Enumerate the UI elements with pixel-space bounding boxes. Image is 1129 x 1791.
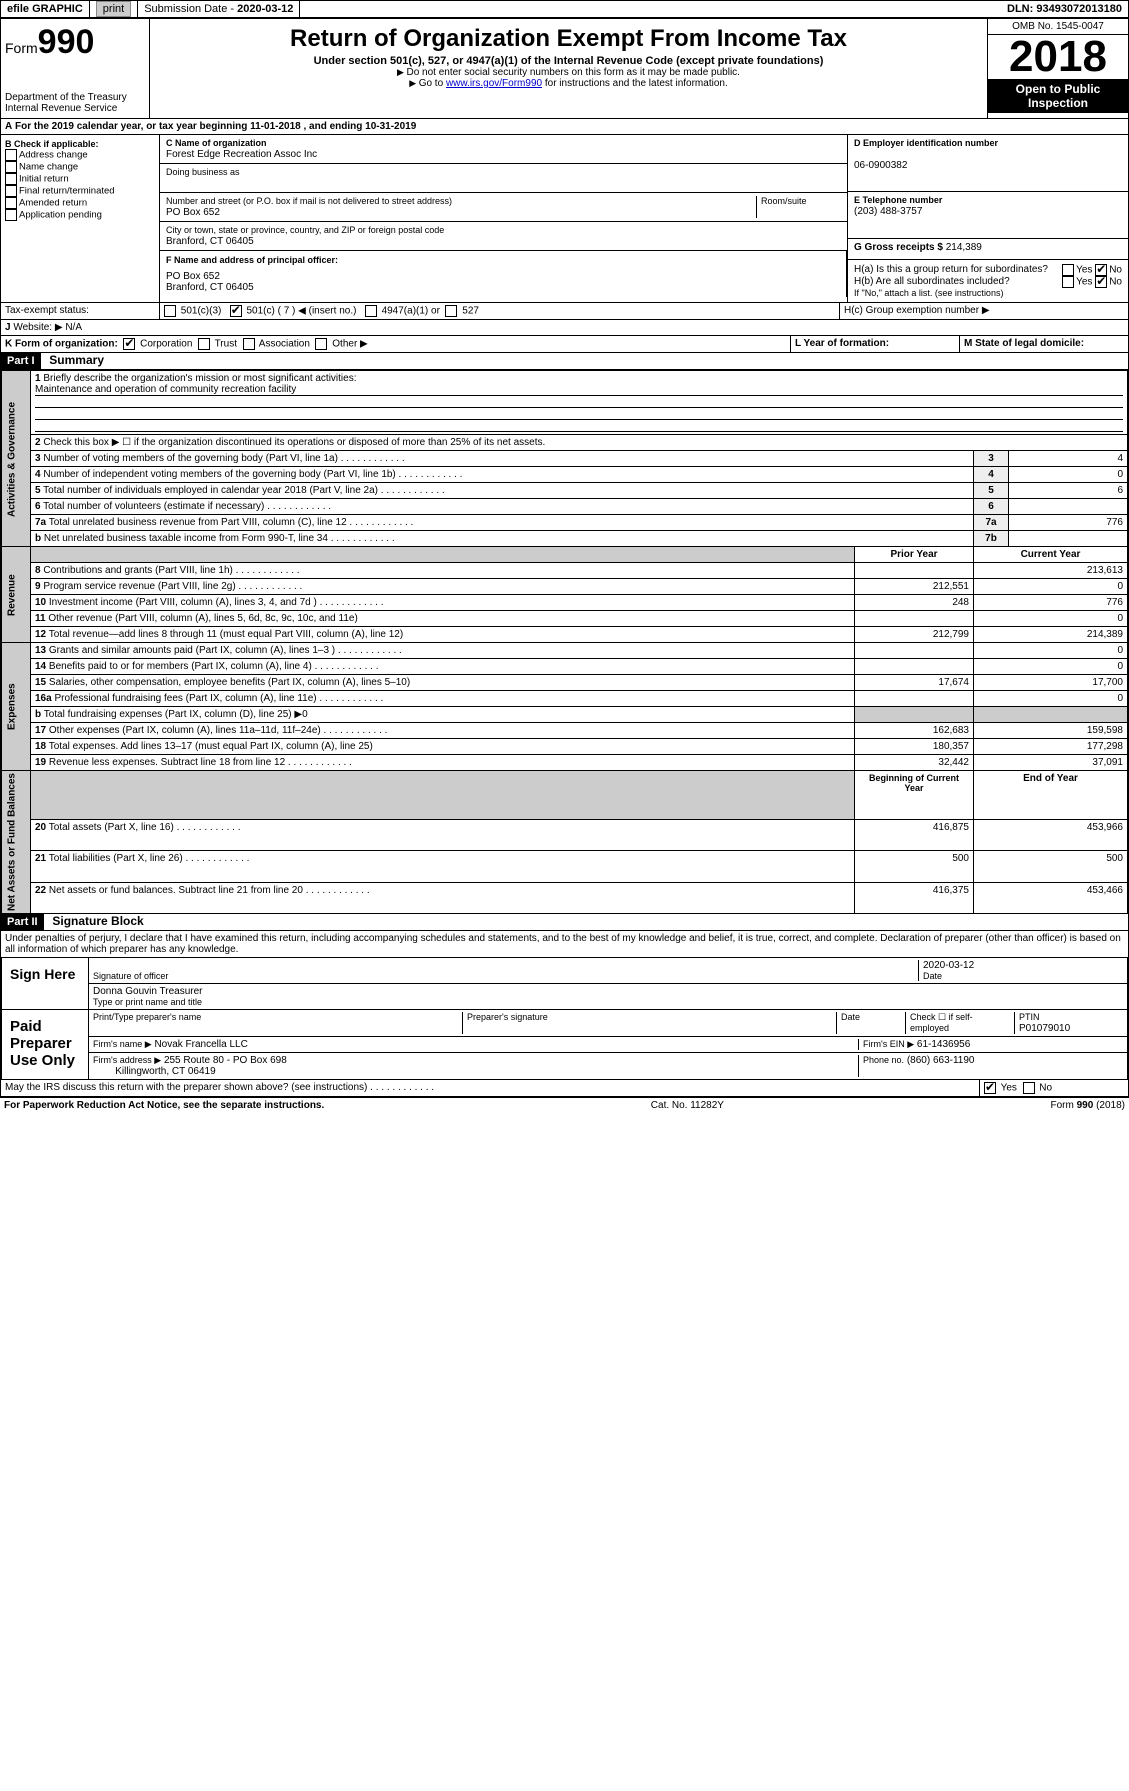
line-7b: b Net unrelated business taxable income … [2, 531, 1128, 547]
line-3: 3 Number of voting members of the govern… [2, 451, 1128, 467]
line-13: 13 Grants and similar amounts paid (Part… [31, 643, 855, 659]
side-net-assets: Net Assets or Fund Balances [2, 771, 31, 914]
form-subtitle: Under section 501(c), 527, or 4947(a)(1)… [154, 55, 983, 67]
ein-value: 06-0900382 [854, 160, 907, 171]
firm-phone: (860) 663-1190 [907, 1055, 975, 1066]
check-address: Address change [5, 149, 155, 161]
check-final: Final return/terminated [5, 185, 155, 197]
efile-label: efile GRAPHIC [1, 1, 90, 17]
line-18: 18 Total expenses. Add lines 13–17 (must… [2, 739, 1128, 755]
line-6: 6 Total number of volunteers (estimate i… [2, 499, 1128, 515]
line-15: 15 Salaries, other compensation, employe… [2, 675, 1128, 691]
line-19: 19 Revenue less expenses. Subtract line … [2, 755, 1128, 771]
check-name: Name change [5, 161, 155, 173]
side-activities: Activities & Governance [2, 371, 31, 547]
check-amended: Amended return [5, 197, 155, 209]
officer-address: PO Box 652 Branford, CT 06405 [166, 271, 840, 293]
footer-mid: Cat. No. 11282Y [651, 1100, 724, 1111]
declaration-text: Under penalties of perjury, I declare th… [1, 931, 1128, 957]
form-number: 990 [38, 23, 95, 61]
website-value: N/A [65, 322, 82, 333]
line-7a: 7a Total unrelated business revenue from… [2, 515, 1128, 531]
print-button[interactable]: print [96, 1, 131, 17]
part2-label: Part II [1, 914, 44, 930]
subdate-label: Submission Date - [144, 3, 237, 15]
line-16a: 16a Professional fundraising fees (Part … [2, 691, 1128, 707]
sign-date: 2020-03-12 [923, 960, 1123, 971]
org-address: PO Box 652 [166, 207, 220, 218]
gross-receipts: 214,389 [946, 242, 982, 253]
line-8: 8 Contributions and grants (Part VIII, l… [2, 563, 1128, 579]
firm-address: 255 Route 80 - PO Box 698 [164, 1055, 287, 1066]
line-10: 10 Investment income (Part VIII, column … [2, 595, 1128, 611]
org-name: Forest Edge Recreation Assoc Inc [166, 149, 317, 160]
form-label: Form [5, 40, 38, 56]
line-16b: b Total fundraising expenses (Part IX, c… [2, 707, 1128, 723]
check-initial: Initial return [5, 173, 155, 185]
line-11: 11 Other revenue (Part VIII, column (A),… [2, 611, 1128, 627]
org-city: Branford, CT 06405 [166, 236, 254, 247]
firm-name: Novak Francella LLC [154, 1039, 247, 1050]
subdate-value: 2020-03-12 [237, 3, 293, 15]
inspection-label: Open to Public Inspection [988, 79, 1128, 113]
sign-here-block: Sign Here Signature of officer2020-03-12… [1, 957, 1128, 1010]
tax-year: 2018 [988, 35, 1128, 79]
tax-exempt-label: Tax-exempt status: [1, 303, 160, 319]
side-expenses: Expenses [2, 643, 31, 771]
box-b-label: B Check if applicable: [5, 139, 155, 149]
footer-right: Form 990 (2018) [1051, 1100, 1125, 1111]
top-bar: efile GRAPHIC print Submission Date - 20… [0, 0, 1129, 18]
form-title: Return of Organization Exempt From Incom… [154, 25, 983, 53]
line-17: 17 Other expenses (Part IX, column (A), … [2, 723, 1128, 739]
line-20: 20 Total assets (Part X, line 16)416,875… [2, 819, 1128, 850]
mission-text: Maintenance and operation of community r… [35, 384, 1123, 396]
period-text: A For the 2019 calendar year, or tax yea… [1, 119, 1128, 134]
summary-table: Activities & Governance 1 Briefly descri… [1, 370, 1128, 914]
line-12: 12 Total revenue—add lines 8 through 11 … [2, 627, 1128, 643]
line-21: 21 Total liabilities (Part X, line 26)50… [2, 851, 1128, 882]
department-label: Department of the Treasury Internal Reve… [5, 92, 145, 114]
instructions-link[interactable]: www.irs.gov/Form990 [446, 78, 542, 89]
note-1: Do not enter social security numbers on … [154, 67, 983, 78]
footer-left: For Paperwork Reduction Act Notice, see … [4, 1100, 324, 1111]
line-9: 9 Program service revenue (Part VIII, li… [2, 579, 1128, 595]
line-5: 5 Total number of individuals employed i… [2, 483, 1128, 499]
firm-ein: 61-1436956 [917, 1039, 970, 1050]
side-revenue: Revenue [2, 547, 31, 643]
ptin-value: P01079010 [1019, 1023, 1070, 1034]
part1-label: Part I [1, 353, 41, 369]
line-4: 4 Number of independent voting members o… [2, 467, 1128, 483]
officer-name: Donna Gouvin Treasurer [93, 986, 203, 997]
check-pending: Application pending [5, 209, 155, 221]
phone-value: (203) 488-3757 [854, 206, 922, 217]
dln-label: DLN: 93493072013180 [1001, 1, 1128, 17]
paid-preparer-block: Paid Preparer Use Only Print/Type prepar… [1, 1010, 1128, 1080]
line-14: 14 Benefits paid to or for members (Part… [2, 659, 1128, 675]
line-22: 22 Net assets or fund balances. Subtract… [2, 882, 1128, 913]
